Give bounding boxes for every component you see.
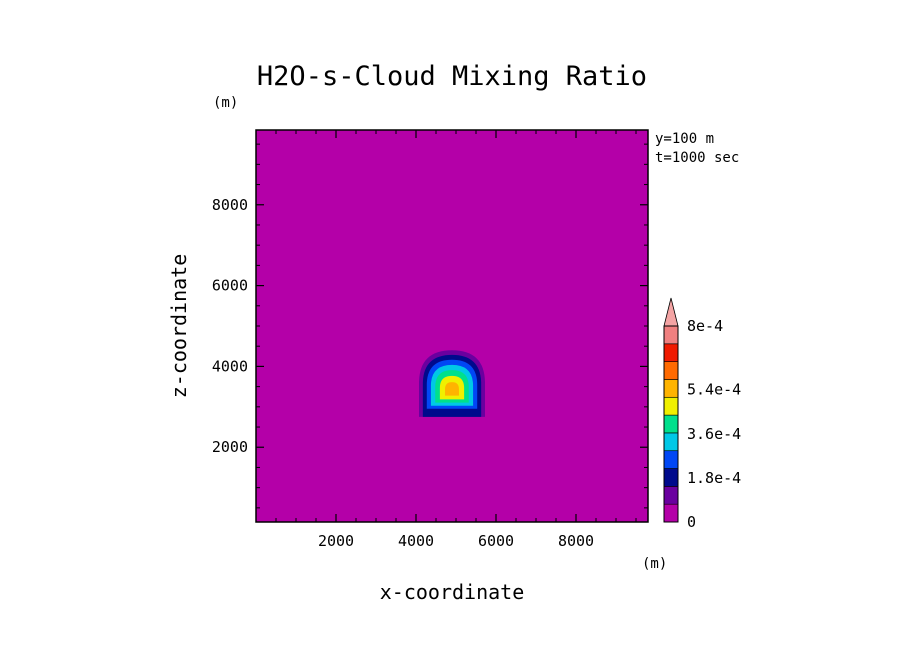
y-tick-label: 4000 (212, 357, 248, 375)
colorbar-segment (663, 432, 679, 452)
y-axis-label: z-coordinate (167, 254, 191, 399)
colorbar: 0 1.8e-4 3.6e-4 5.4e-4 8e-4 (663, 297, 741, 531)
colorbar-tick-label: 1.8e-4 (687, 469, 741, 487)
cloud-contour-level-7 (445, 382, 459, 396)
y-tick-label: 8000 (212, 196, 248, 214)
plot-background (256, 130, 648, 522)
colorbar-tick-label: 8e-4 (687, 317, 723, 335)
colorbar-over-triangle (663, 297, 679, 327)
x-tick-label: 2000 (318, 532, 354, 550)
x-unit-label: (m) (642, 556, 667, 572)
colorbar-segment (663, 325, 679, 345)
annotation-y-position: y=100 m (655, 131, 714, 147)
colorbar-segment (663, 361, 679, 380)
x-tick-label: 8000 (558, 532, 594, 550)
colorbar-segment (663, 343, 679, 362)
colorbar-segment (663, 468, 679, 487)
colorbar-segment (663, 379, 679, 398)
x-axis-label: x-coordinate (380, 580, 525, 604)
chart-title: H2O-s-Cloud Mixing Ratio (257, 61, 647, 92)
cloud-contours (419, 350, 485, 417)
plot-area: 2000 4000 6000 8000 2000 4000 6000 8000 (212, 129, 649, 550)
y-tick-label: 2000 (212, 438, 248, 456)
colorbar-tick-label: 3.6e-4 (687, 425, 741, 443)
y-unit-label: (m) (213, 95, 238, 111)
x-tick-label: 4000 (398, 532, 434, 550)
y-tick-label: 6000 (212, 277, 248, 295)
annotation-time: t=1000 sec (655, 150, 739, 166)
x-axis-ticks: 2000 4000 6000 8000 (275, 130, 637, 550)
colorbar-segment (663, 486, 679, 505)
colorbar-tick-label: 0 (687, 513, 696, 531)
colorbar-tick-label: 5.4e-4 (687, 381, 741, 399)
y-axis-ticks: 2000 4000 6000 8000 (212, 143, 648, 509)
colorbar-segment (663, 396, 679, 416)
colorbar-segment (663, 414, 679, 434)
colorbar-segment (663, 450, 679, 469)
x-tick-label: 6000 (478, 532, 514, 550)
colorbar-segment (663, 503, 679, 523)
colorbar-frame (663, 325, 679, 523)
